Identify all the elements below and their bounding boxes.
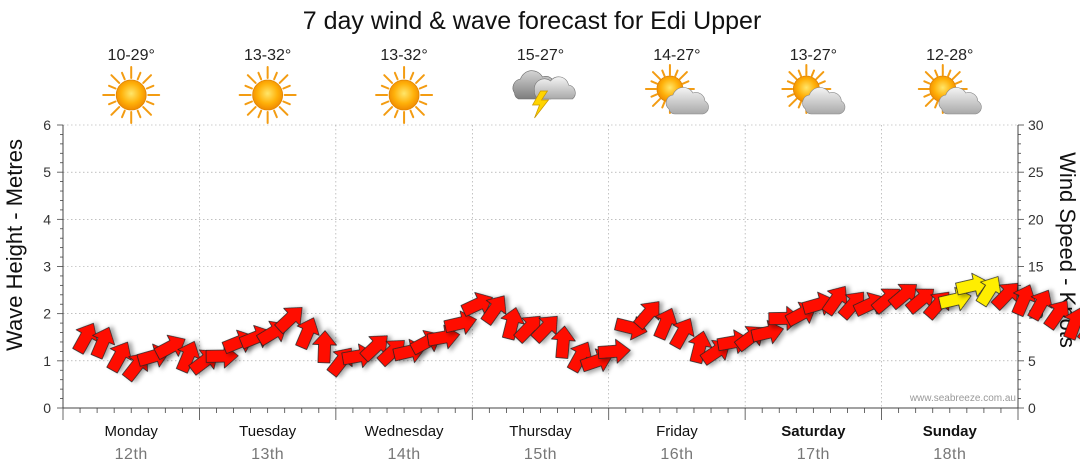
y2-tick-label: 15 [1028, 259, 1044, 275]
day-name: Saturday [781, 423, 846, 440]
wind-arrow-point [990, 282, 1019, 311]
day-name: Thursday [509, 423, 572, 440]
day-date: 15th [524, 446, 557, 463]
tick-labels: 0123456051015202530 [43, 117, 1044, 416]
chart-title: 7 day wind & wave forecast for Edi Upper [303, 7, 762, 35]
wind-arrow-point [90, 326, 116, 360]
gridlines [63, 124, 1018, 408]
y-tick-label: 2 [43, 306, 51, 322]
y-axis-title: Wave Height - Metres [2, 139, 27, 351]
y-tick-label: 6 [43, 117, 51, 133]
wind-arrow-point [597, 338, 631, 364]
day-date: 12th [115, 446, 148, 463]
partly-cloudy-icon [917, 64, 982, 115]
day-date: 16th [660, 446, 693, 463]
axes [57, 124, 1024, 420]
day-labels: Monday 12th Tuesday 13th Wednesday 14th Thursd… [105, 423, 978, 463]
sun-icon [238, 66, 297, 124]
wind-arrow-point [633, 301, 660, 331]
wind-arrow-point [688, 330, 713, 365]
temperature-range: 15-27° [517, 47, 564, 64]
wind-arrow-point [750, 319, 784, 345]
y-tick-label: 3 [43, 259, 51, 275]
wind-series [72, 272, 1080, 383]
day-date: 13th [251, 446, 284, 463]
watermark: www.seabreeze.com.au [909, 393, 1016, 404]
y2-tick-label: 20 [1028, 211, 1044, 227]
day-date: 18th [933, 446, 966, 463]
temperature-range: 12-28° [926, 47, 973, 64]
sun-icon [102, 66, 161, 124]
temperature-range: 10-29° [108, 47, 155, 64]
y-tick-label: 0 [43, 400, 51, 416]
temperature-range: 13-32° [244, 47, 291, 64]
y-tick-label: 1 [43, 353, 51, 369]
wind-arrow-point [669, 318, 695, 350]
y2-tick-label: 5 [1028, 353, 1036, 369]
day-name: Wednesday [365, 423, 444, 440]
wind-arrow-point [1011, 284, 1036, 317]
day-name: Tuesday [239, 423, 296, 440]
y-tick-label: 5 [43, 164, 51, 180]
wind-arrow-point [480, 295, 507, 326]
wind-arrow-point [551, 325, 576, 359]
wind-arrow-point [1063, 307, 1080, 341]
day-name: Monday [105, 423, 159, 440]
wind-arrow-point [153, 334, 186, 360]
temperature-range: 13-27° [790, 47, 837, 64]
partly-cloudy-icon [781, 64, 846, 115]
day-name: Friday [656, 423, 698, 440]
day-date: 17th [797, 446, 830, 463]
wind-arrow-point [530, 315, 558, 344]
wind-arrow-point [295, 317, 320, 350]
wind-arrow-point [955, 272, 989, 298]
temperature-range: 14-27° [653, 47, 700, 64]
partly-cloudy-icon [644, 64, 709, 115]
y-tick-label: 4 [43, 211, 51, 227]
weather-row: 10-29° 13-32° 13-32° 15-27° 14-27° 13-27° 12-2… [102, 47, 982, 124]
wind-arrow-point [1027, 289, 1053, 322]
wind-arrow-point [106, 341, 132, 374]
wind-arrow-point [72, 322, 98, 355]
sun-icon [375, 66, 434, 124]
wind-arrow-point [500, 307, 525, 341]
day-name: Sunday [923, 423, 978, 440]
y2-tick-label: 30 [1028, 117, 1044, 133]
temperature-range: 13-32° [380, 47, 427, 64]
day-date: 14th [388, 446, 421, 463]
storm-icon [512, 70, 576, 119]
y2-tick-label: 0 [1028, 400, 1036, 416]
y2-tick-label: 25 [1028, 164, 1044, 180]
wind-arrow-point [312, 330, 337, 364]
wind-arrow-point [443, 310, 477, 335]
